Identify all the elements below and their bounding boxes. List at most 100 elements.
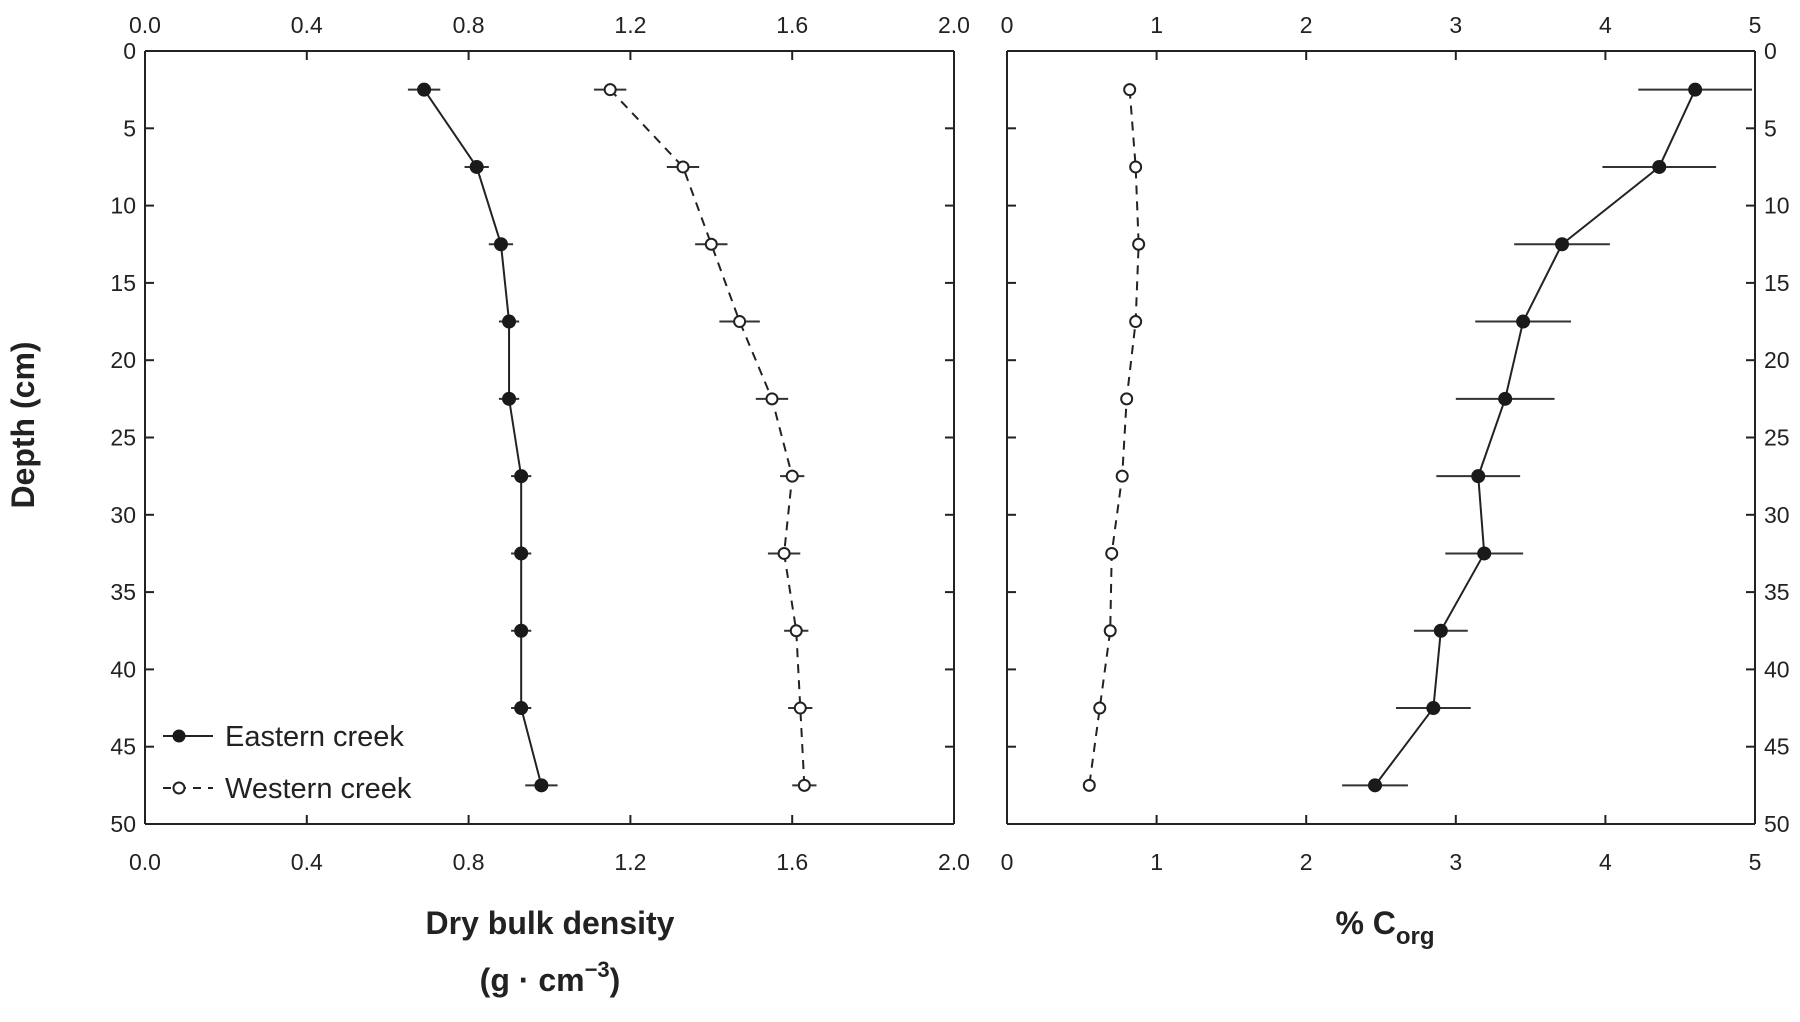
y-tick-label: 50 xyxy=(110,811,136,837)
y-tick-label: 40 xyxy=(110,656,136,682)
legend-eastern-label: Eastern creek xyxy=(225,721,404,753)
x-tick-label-bottom: 0.8 xyxy=(453,849,485,875)
eastern-creek-point xyxy=(1688,82,1703,97)
western-creek-point xyxy=(793,701,807,715)
x-tick-label-top: 1 xyxy=(1150,12,1163,38)
y-tick-label: 30 xyxy=(1764,502,1790,528)
y-tick-label: 0 xyxy=(123,38,136,64)
western-creek-point xyxy=(797,778,811,792)
western-creek-point xyxy=(704,237,718,251)
eastern-creek-point xyxy=(1426,701,1441,716)
eastern-creek-point xyxy=(1516,314,1531,329)
western-creek-point xyxy=(603,83,617,97)
unit-exponent: −3 xyxy=(585,957,610,982)
eastern-creek-point xyxy=(1471,469,1486,484)
eastern-creek-point xyxy=(417,82,432,97)
eastern-creek-point xyxy=(1368,778,1383,793)
western-creek-point xyxy=(765,392,779,406)
y-tick-label: 5 xyxy=(1764,115,1777,141)
western-creek-line xyxy=(1088,89,1140,786)
x-tick-label-top: 0.8 xyxy=(453,12,485,38)
western-creek-point xyxy=(676,160,690,174)
x-tick-label-bottom: 5 xyxy=(1749,849,1762,875)
y-tick-label: 20 xyxy=(1764,347,1790,373)
eastern-creek-point xyxy=(1477,546,1492,561)
x-tick-label-bottom: 1.6 xyxy=(776,849,808,875)
western-creek-point xyxy=(1129,315,1143,329)
eastern-creek-line xyxy=(1374,89,1697,786)
y-tick-label: 5 xyxy=(123,115,136,141)
x-tick-label-bottom: 0.0 xyxy=(129,849,161,875)
x-axis-unit-left: (g · cm−3) xyxy=(480,957,621,998)
western-creek-point xyxy=(777,546,791,560)
western-creek-point xyxy=(1123,83,1137,97)
y-tick-label: 15 xyxy=(110,270,136,296)
y-tick-label: 10 xyxy=(1764,193,1790,219)
legend-western-label: Western creek xyxy=(225,773,412,805)
y-tick-label: 45 xyxy=(110,734,136,760)
legend-western-marker xyxy=(172,781,186,795)
western-creek-point xyxy=(1105,546,1119,560)
eastern-creek-point xyxy=(1433,623,1448,638)
x-tick-label-top: 4 xyxy=(1599,12,1612,38)
western-creek-point xyxy=(1115,469,1129,483)
eastern-creek-point xyxy=(502,391,517,406)
x-tick-label-bottom: 2.0 xyxy=(938,849,970,875)
x-tick-label-top: 0.0 xyxy=(129,12,161,38)
y-axis-title: Depth (cm) xyxy=(5,341,41,508)
eastern-creek-point xyxy=(1555,237,1570,252)
y-tick-label: 10 xyxy=(110,193,136,219)
x-tick-label-top: 0 xyxy=(1001,12,1014,38)
x-tick-label-bottom: 2 xyxy=(1300,849,1313,875)
unit-base: (g · cm xyxy=(480,962,585,998)
western-creek-point xyxy=(1129,160,1143,174)
y-tick-label: 25 xyxy=(110,425,136,451)
y-tick-label: 35 xyxy=(110,579,136,605)
eastern-creek-point xyxy=(514,623,529,638)
y-tick-label: 35 xyxy=(1764,579,1790,605)
x-tick-label-top: 2.0 xyxy=(938,12,970,38)
y-tick-label: 25 xyxy=(1764,425,1790,451)
x-axis-title-right: % Corg xyxy=(1335,905,1434,950)
eastern-creek-point xyxy=(534,778,549,793)
corg-label-subscript: org xyxy=(1396,923,1435,950)
y-tick-label: 30 xyxy=(110,502,136,528)
x-tick-label-bottom: 1.2 xyxy=(614,849,646,875)
western-creek-point xyxy=(733,315,747,329)
eastern-creek-point xyxy=(469,159,484,174)
eastern-creek-point xyxy=(1498,391,1513,406)
western-creek-point xyxy=(1103,624,1117,638)
eastern-creek-point xyxy=(502,314,517,329)
y-tick-label: 0 xyxy=(1764,38,1777,64)
legend-eastern-marker xyxy=(172,729,186,743)
eastern-creek-point xyxy=(493,237,508,252)
western-creek-point xyxy=(1093,701,1107,715)
y-tick-label: 50 xyxy=(1764,811,1790,837)
x-tick-label-top: 1.2 xyxy=(614,12,646,38)
eastern-creek-point xyxy=(514,469,529,484)
y-tick-label: 40 xyxy=(1764,656,1790,682)
y-tick-label: 15 xyxy=(1764,270,1790,296)
western-creek-point xyxy=(785,469,799,483)
western-creek-point xyxy=(1132,237,1146,251)
western-creek-point xyxy=(1120,392,1134,406)
x-tick-label-bottom: 4 xyxy=(1599,849,1612,875)
x-tick-label-top: 3 xyxy=(1449,12,1462,38)
unit-close: ) xyxy=(610,962,621,998)
eastern-creek-point xyxy=(514,546,529,561)
corg-label-base: % C xyxy=(1335,905,1395,941)
y-tick-label: 20 xyxy=(110,347,136,373)
x-tick-label-bottom: 0.4 xyxy=(291,849,323,875)
x-tick-label-top: 5 xyxy=(1749,12,1762,38)
western-creek-point xyxy=(1082,778,1096,792)
x-tick-label-top: 1.6 xyxy=(776,12,808,38)
eastern-creek-point xyxy=(514,701,529,716)
x-tick-label-bottom: 1 xyxy=(1150,849,1163,875)
x-tick-label-top: 0.4 xyxy=(291,12,323,38)
western-creek-line xyxy=(609,88,806,786)
y-tick-label: 45 xyxy=(1764,734,1790,760)
x-tick-label-bottom: 3 xyxy=(1449,849,1462,875)
legend: Eastern creek Western creek xyxy=(163,721,412,805)
bulk-density-panel: 0.0 0.0 0.4 0.4 0.8 0.8 1.2 1.2 1.6 1.6 2.0 2.0 0 5 10… xyxy=(110,12,970,875)
